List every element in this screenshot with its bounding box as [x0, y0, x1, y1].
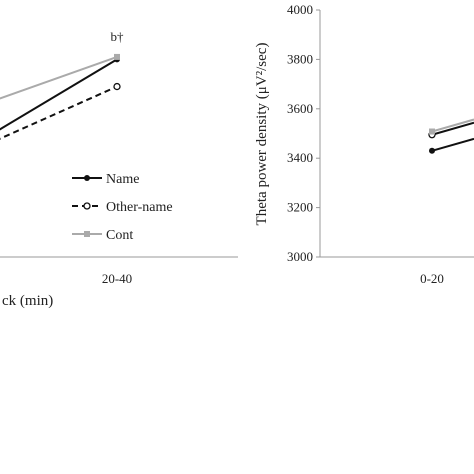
- right-y-tick-label-0: 3000: [287, 249, 313, 264]
- right-series-line-1: [431, 121, 474, 136]
- left-series-line-0: [0, 58, 118, 131]
- right-series-marker-2: [429, 128, 435, 135]
- left-annotation-label: b†: [111, 29, 125, 44]
- right-y-tick-label-3: 3600: [287, 101, 313, 116]
- left-series-line-2: [0, 55, 118, 100]
- legend-label-0: Name: [106, 172, 139, 187]
- legend-label-1: Other-name: [106, 200, 173, 215]
- legend-marker-1: [83, 202, 91, 210]
- right-y-tick-label-2: 3400: [287, 150, 313, 165]
- legend-marker-2: [84, 231, 90, 237]
- legend-label-2: Cont: [106, 228, 133, 243]
- right-y-tick-label-1: 3200: [287, 200, 313, 215]
- left-series-marker-2-1: [114, 53, 120, 60]
- left-series-line-1: [0, 85, 118, 140]
- legend-marker-0: [84, 175, 90, 181]
- right-series-line-2: [431, 118, 474, 133]
- right-x-tick-label-0: 0-20: [420, 271, 444, 286]
- left-x-axis-title: ck (min): [2, 293, 53, 309]
- left-x-tick-label: 20-40: [102, 271, 132, 286]
- right-y-axis-title: Theta power density (μV²/sec): [254, 43, 270, 226]
- right-series-line-0: [431, 137, 474, 152]
- right-y-tick-label-4: 3800: [287, 51, 313, 66]
- left-series-marker-1-1: [113, 82, 121, 91]
- right-series-marker-0: [429, 147, 435, 154]
- right-y-tick-label-5: 4000: [287, 2, 313, 17]
